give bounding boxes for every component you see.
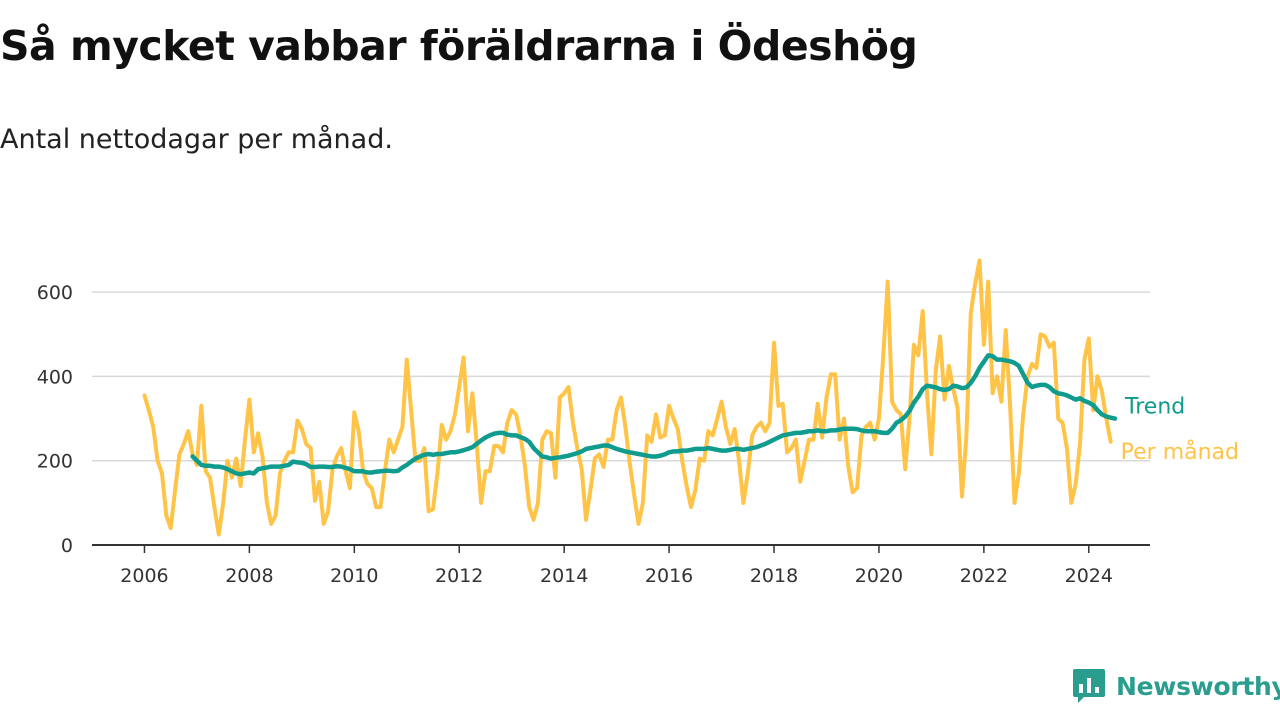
x-tick-label: 2010 [330,565,378,587]
y-tick-label: 0 [61,535,73,557]
x-tick-label: 2006 [120,565,168,587]
y-axis-labels: 0 200 400 600 [37,282,73,557]
x-tick-label: 2022 [960,565,1008,587]
series-labels: Per månad Trend [1121,395,1239,465]
newsworthy-logo-icon [1073,669,1105,703]
series-label-monthly: Per månad [1121,439,1239,465]
x-tick-label: 2018 [750,565,798,587]
series-line-monthly [142,258,1113,537]
x-tick-label: 2020 [855,565,903,587]
chart-title: Så mycket vabbar föräldrarna i Ödeshög [0,22,918,70]
y-tick-label: 400 [37,366,73,388]
series-line-trend [190,353,1118,477]
x-tick-label: 2008 [225,565,273,587]
y-tick-label: 200 [37,451,73,473]
series-label-trend: Trend [1124,395,1185,420]
series-lines [142,258,1118,537]
x-tick-label: 2012 [435,565,483,587]
x-axis: 2006 2008 2010 2012 2014 2016 2018 2020 2022 2024 [92,544,1150,587]
x-tick-label: 2024 [1065,565,1113,587]
newsworthy-logo: Newsworthy [1072,666,1280,706]
x-tick-label: 2016 [645,565,693,587]
x-tick-label: 2014 [540,565,588,587]
brand-name: Newsworthy [1116,671,1280,701]
y-tick-label: 600 [37,282,73,304]
chart-subtitle: Antal nettodagar per månad. [0,124,393,155]
